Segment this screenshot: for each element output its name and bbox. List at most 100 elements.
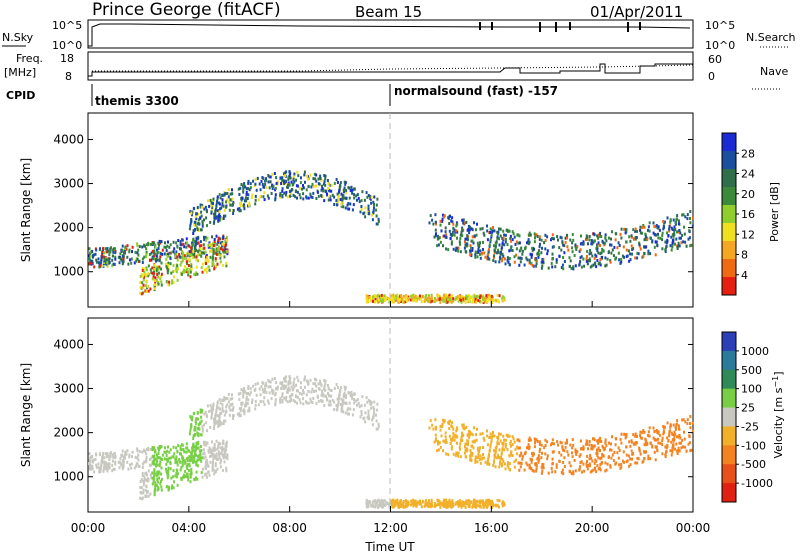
velocity-cell [504, 467, 507, 471]
scatter-cell [187, 270, 190, 274]
scatter-cell [469, 295, 472, 299]
velocity-cell [636, 434, 638, 438]
velocity-cell [351, 396, 354, 400]
velocity-cell [506, 463, 509, 467]
scatter-cell [249, 182, 252, 186]
velocity-cell [367, 409, 370, 413]
velocity-cell [372, 415, 375, 419]
velocity-cell [218, 423, 221, 427]
velocity-cell [219, 465, 222, 469]
scatter-cell [117, 255, 120, 259]
scatter-cell [109, 247, 112, 251]
scatter-cell [349, 189, 352, 193]
scatter-cell [176, 258, 179, 262]
velocity-cell [197, 426, 200, 430]
scatter-cell [371, 218, 374, 222]
velocity-cell [455, 429, 458, 433]
scatter-cell [193, 272, 196, 276]
scatter-cell [169, 243, 172, 247]
velocity-cell [209, 460, 212, 464]
scatter-cell [385, 296, 388, 300]
scatter-cell [373, 195, 376, 199]
scatter-cell [495, 240, 498, 244]
velocity-cell [303, 375, 306, 379]
velocity-cell [330, 394, 333, 398]
velocity-cell [135, 464, 138, 468]
scatter-cell [357, 196, 360, 200]
scatter-cell [338, 185, 341, 189]
scatter-cell [210, 204, 213, 208]
scatter-cell [160, 274, 162, 278]
scatter-cell [540, 266, 543, 270]
velocity-cell [168, 450, 171, 454]
scatter-cell [531, 264, 534, 267]
scatter-cell [153, 251, 156, 255]
velocity-cell [603, 447, 606, 451]
velocity-cell [678, 441, 681, 445]
scatter-cell [189, 210, 192, 214]
velocity-cell [166, 471, 168, 475]
velocity-cell [344, 386, 347, 390]
scatter-cell [460, 298, 462, 302]
scatter-cell [204, 250, 207, 254]
velocity-cell [366, 400, 369, 404]
velocity-cell [212, 453, 215, 457]
velocity-cell [474, 502, 477, 506]
scatter-cell [152, 275, 155, 279]
scatter-cell [216, 195, 219, 199]
scatter-cell [196, 253, 199, 257]
scatter-cell [221, 193, 224, 197]
scatter-cell [434, 297, 436, 300]
velocity-cell [220, 422, 223, 426]
scatter-cell [336, 198, 339, 202]
velocity-cell [664, 445, 667, 449]
velocity-cell [257, 403, 260, 407]
scatter-cell [618, 258, 621, 262]
velocity-cell [342, 410, 345, 414]
scatter-cell [214, 212, 217, 216]
scatter-cell [645, 245, 648, 249]
velocity-cell [588, 440, 591, 443]
velocity-cell [531, 451, 534, 455]
velocity-ytick-label: 2000 [53, 426, 84, 440]
velocity-cell [404, 503, 407, 507]
scatter-cell [409, 298, 412, 302]
scatter-cell [508, 257, 511, 260]
scatter-cell [311, 196, 314, 199]
scatter-cell [538, 237, 541, 241]
scatter-cell [487, 296, 490, 300]
scatter-cell [289, 189, 292, 193]
velocity-cell [204, 455, 207, 459]
scatter-cell [183, 268, 185, 272]
velocity-cell [145, 458, 148, 462]
scatter-cell [260, 179, 263, 183]
velocity-cell [461, 434, 464, 438]
velocity-cell [475, 505, 478, 509]
velocity-cell [561, 468, 564, 472]
scatter-cell [524, 247, 526, 251]
scatter-cell [647, 252, 650, 256]
velocity-cell [531, 454, 534, 458]
scatter-cell [143, 255, 146, 259]
velocity-cell [588, 443, 591, 447]
velocity-cell [367, 399, 370, 402]
scatter-cell [191, 241, 193, 245]
power-colorbar-tick-label: 12 [741, 228, 755, 241]
velocity-cell [557, 443, 559, 447]
scatter-cell [192, 238, 195, 242]
velocity-cell [510, 444, 512, 448]
scatter-cell [218, 218, 221, 222]
scatter-cell [155, 279, 158, 283]
scatter-cell [442, 213, 444, 217]
velocity-cell [224, 455, 227, 459]
scatter-cell [158, 265, 161, 269]
scatter-cell [436, 234, 439, 238]
velocity-cell [111, 453, 114, 457]
scatter-cell [121, 249, 124, 252]
velocity-cell [457, 454, 460, 458]
scatter-cell [145, 250, 148, 254]
scatter-cell [212, 197, 215, 201]
scatter-cell [542, 260, 544, 264]
scatter-cell [544, 233, 547, 237]
velocity-cell [197, 440, 200, 444]
